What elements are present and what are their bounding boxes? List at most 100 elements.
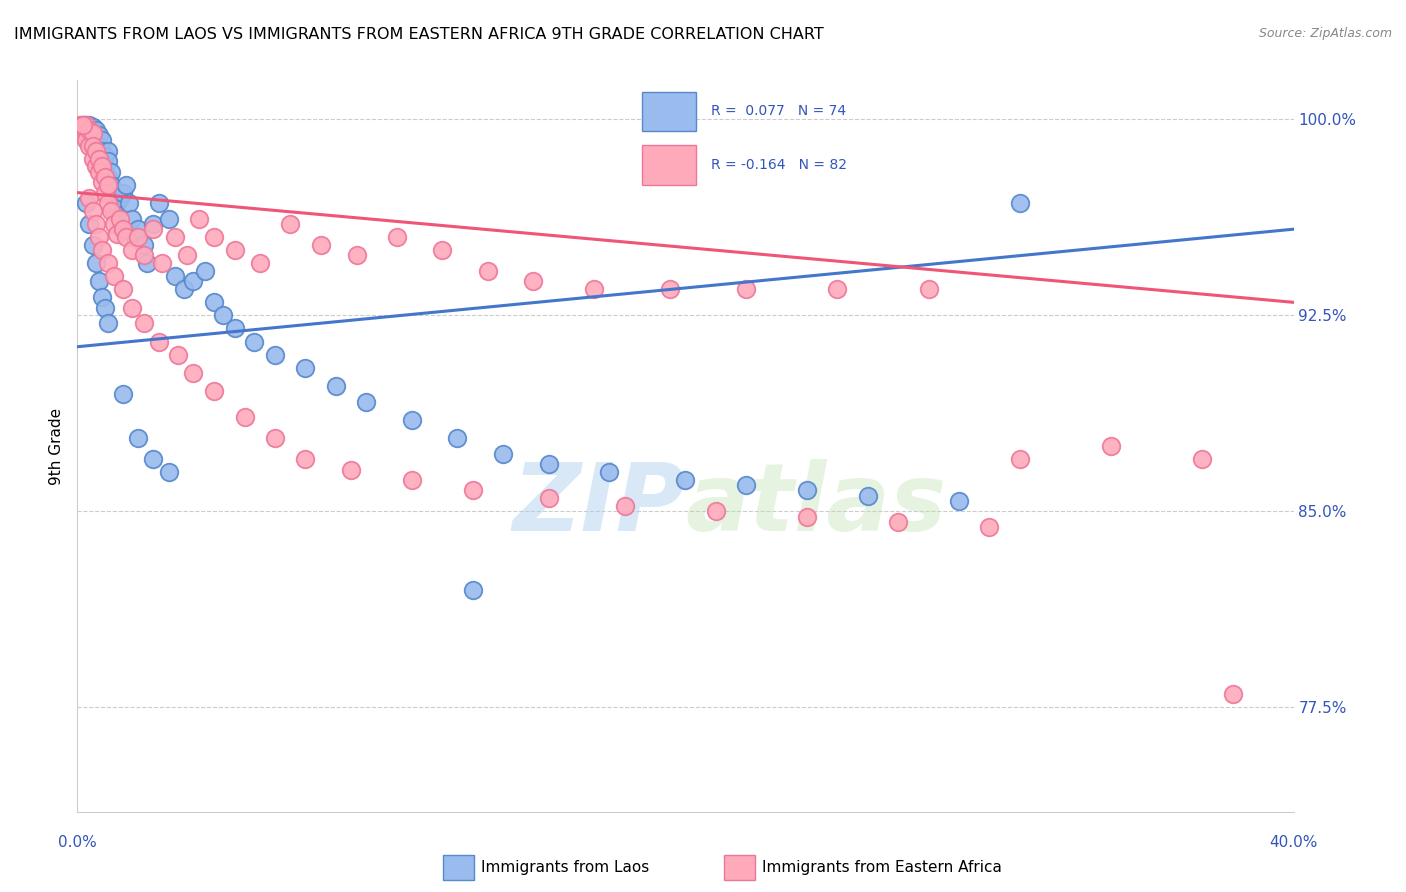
- Point: [202, 230, 225, 244]
- Point: [492, 447, 515, 461]
- Point: [142, 217, 165, 231]
- Text: 40.0%: 40.0%: [1270, 836, 1317, 850]
- Text: atlas: atlas: [686, 458, 946, 550]
- Point: [181, 366, 204, 380]
- Point: [82, 203, 104, 218]
- Point: [97, 154, 120, 169]
- Point: [188, 211, 211, 226]
- Point: [87, 152, 110, 166]
- Point: [127, 431, 149, 445]
- Point: [72, 118, 94, 132]
- Point: [93, 186, 115, 200]
- Point: [79, 123, 101, 137]
- Point: [613, 499, 636, 513]
- Point: [103, 269, 125, 284]
- Point: [87, 164, 110, 178]
- Point: [134, 316, 156, 330]
- Y-axis label: 9th Grade: 9th Grade: [49, 408, 65, 484]
- Point: [598, 465, 620, 479]
- Point: [69, 118, 91, 132]
- Point: [166, 348, 188, 362]
- Point: [90, 243, 112, 257]
- Point: [82, 138, 104, 153]
- Point: [522, 275, 544, 289]
- Point: [796, 483, 818, 498]
- Point: [84, 144, 107, 158]
- Point: [111, 282, 134, 296]
- Point: [675, 473, 697, 487]
- Point: [224, 243, 246, 257]
- Point: [108, 211, 131, 226]
- Point: [856, 489, 879, 503]
- Point: [100, 203, 122, 218]
- Point: [69, 126, 91, 140]
- Point: [75, 133, 97, 147]
- Point: [163, 230, 186, 244]
- Point: [75, 126, 97, 140]
- Point: [84, 256, 107, 270]
- Point: [87, 138, 110, 153]
- Point: [90, 290, 112, 304]
- Point: [918, 282, 941, 296]
- Point: [111, 186, 134, 200]
- Point: [79, 191, 101, 205]
- Point: [108, 191, 131, 205]
- Point: [202, 295, 225, 310]
- Point: [87, 230, 110, 244]
- Point: [163, 269, 186, 284]
- Point: [142, 222, 165, 236]
- Point: [979, 520, 1001, 534]
- Point: [134, 238, 156, 252]
- Point: [79, 123, 101, 137]
- Point: [82, 152, 104, 166]
- Point: [264, 348, 287, 362]
- Text: IMMIGRANTS FROM LAOS VS IMMIGRANTS FROM EASTERN AFRICA 9TH GRADE CORRELATION CHA: IMMIGRANTS FROM LAOS VS IMMIGRANTS FROM …: [14, 27, 824, 42]
- Point: [93, 301, 115, 315]
- Point: [105, 227, 128, 242]
- Point: [294, 452, 316, 467]
- Point: [157, 465, 180, 479]
- Point: [84, 144, 107, 158]
- Point: [249, 256, 271, 270]
- Point: [1222, 687, 1244, 701]
- Point: [90, 160, 112, 174]
- Point: [401, 413, 423, 427]
- Text: Immigrants from Eastern Africa: Immigrants from Eastern Africa: [762, 860, 1002, 874]
- Point: [446, 431, 468, 445]
- Point: [202, 384, 225, 399]
- Point: [90, 133, 112, 147]
- Point: [82, 126, 104, 140]
- Point: [82, 238, 104, 252]
- Point: [72, 128, 94, 142]
- Point: [827, 282, 849, 296]
- Point: [97, 144, 120, 158]
- Point: [294, 360, 316, 375]
- Point: [537, 458, 560, 472]
- Point: [278, 217, 301, 231]
- Point: [87, 275, 110, 289]
- Point: [72, 118, 94, 132]
- Point: [103, 203, 125, 218]
- Point: [264, 431, 287, 445]
- Point: [796, 509, 818, 524]
- Point: [79, 217, 101, 231]
- Point: [90, 144, 112, 158]
- Point: [82, 130, 104, 145]
- Point: [100, 178, 122, 192]
- Point: [233, 410, 256, 425]
- Point: [75, 118, 97, 132]
- Point: [93, 164, 115, 178]
- Point: [72, 118, 94, 132]
- Point: [325, 379, 347, 393]
- Point: [242, 334, 264, 349]
- Point: [111, 222, 134, 236]
- Point: [1008, 196, 1031, 211]
- Point: [97, 196, 120, 211]
- Point: [93, 149, 115, 163]
- Point: [90, 175, 112, 189]
- Point: [121, 301, 143, 315]
- Text: Source: ZipAtlas.com: Source: ZipAtlas.com: [1258, 27, 1392, 40]
- Point: [181, 275, 204, 289]
- Point: [1099, 439, 1122, 453]
- Point: [583, 282, 606, 296]
